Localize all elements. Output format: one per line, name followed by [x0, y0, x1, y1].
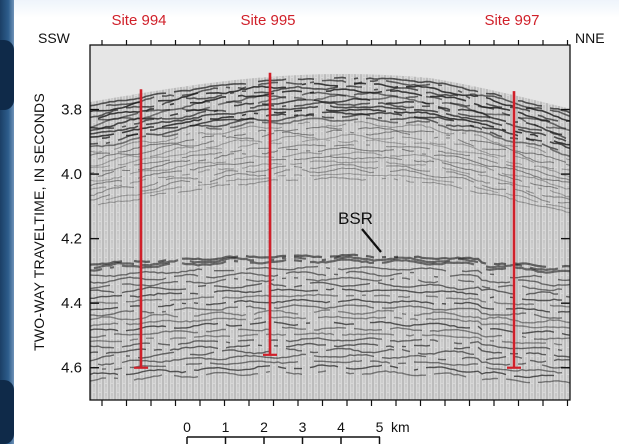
direction-left-label: SSW: [38, 30, 71, 46]
site-label: Site 995: [240, 12, 295, 29]
y-tick-label: 4.6: [61, 360, 82, 377]
y-tick-label: 3.8: [61, 102, 82, 119]
scale-bar-unit: km: [391, 419, 410, 435]
direction-right-label: NNE: [575, 30, 605, 46]
sites: Site 994 Site 995 Site 997: [111, 12, 540, 369]
site-label: Site 997: [484, 12, 539, 29]
bsr-pointer-line: [361, 228, 382, 253]
scale-bar-label: 5: [376, 419, 384, 435]
left-decor-strip: [0, 0, 14, 444]
scale-bar-label: 1: [222, 419, 230, 435]
scale-bar: km 0 1 2 3 4 5: [183, 419, 410, 444]
frame-ticks: [101, 40, 569, 406]
site-label: Site 994: [111, 12, 166, 29]
bsr-annotation: BSR: [338, 209, 382, 253]
seismic-panel: [89, 44, 571, 401]
top-band: [0, 0, 619, 18]
y-axis-ticks: 3.8 4.0 4.2 4.4 4.6: [61, 102, 570, 377]
y-tick-label: 4.2: [61, 231, 82, 248]
scale-bar-label: 3: [299, 419, 307, 435]
scale-bar-label: 0: [183, 419, 191, 435]
y-tick-label: 4.0: [61, 166, 82, 183]
y-tick-label: 4.4: [61, 295, 82, 312]
scale-bar-label: 4: [337, 419, 345, 435]
y-axis-title: TWO-WAY TRAVELTIME, IN SECONDS: [31, 93, 47, 351]
scale-bar-label: 2: [260, 419, 268, 435]
bsr-label: BSR: [338, 209, 373, 228]
